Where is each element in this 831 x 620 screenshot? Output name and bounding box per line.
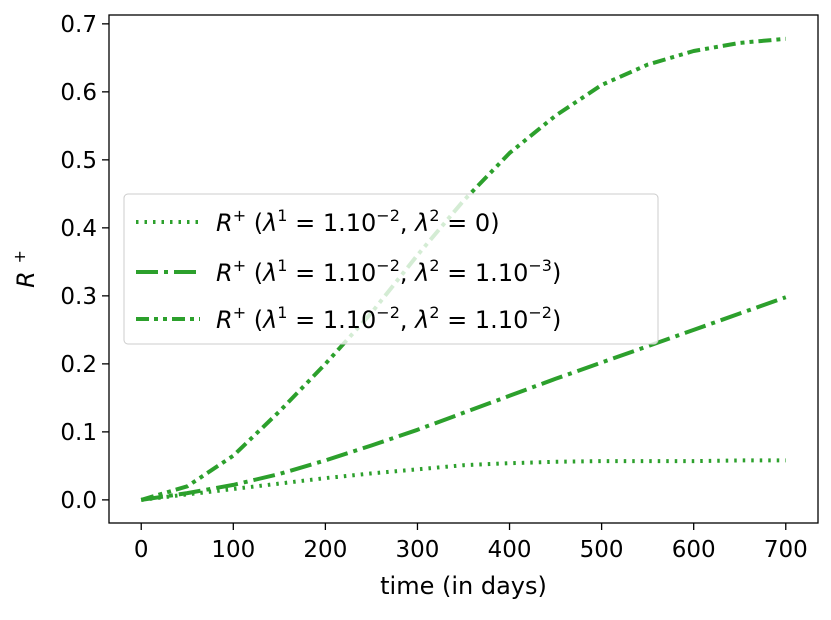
x-tick-label: 400 <box>488 537 532 563</box>
y-axis-label: R + <box>10 250 41 288</box>
series-line-1 <box>140 458 786 502</box>
y-tick-label: 0.2 <box>60 352 97 378</box>
x-tick-label: 200 <box>303 537 347 563</box>
series-layer <box>140 36 787 502</box>
legend-text-part: , <box>400 259 415 287</box>
legend-text-part: ) <box>490 209 499 237</box>
y-tick-label: 0.7 <box>60 12 97 38</box>
x-tick-label: 700 <box>764 537 808 563</box>
legend-text-part: R <box>216 306 233 334</box>
legend-text-part: ) <box>552 306 561 334</box>
legend-text-part: , <box>400 209 415 237</box>
x-tick-label: 0 <box>134 537 149 563</box>
legend-text-part: ( <box>246 306 263 334</box>
y-axis: 0.0 0.1 0.2 0.3 0.4 0.5 0.6 0.7 <box>60 12 109 514</box>
x-tick-label: 100 <box>211 537 255 563</box>
legend-text-part: = 1.10 <box>287 306 376 334</box>
x-tick-label: 500 <box>580 537 624 563</box>
legend: R+ (λ1 = 1.10−2, λ2 = 0)R+ (λ1 = 1.10−2,… <box>123 193 659 345</box>
x-tick-label: 300 <box>396 537 440 563</box>
y-tick-label: 0.1 <box>60 420 97 446</box>
x-tick-label: 600 <box>672 537 716 563</box>
legend-text-part: = 1.10 <box>440 259 529 287</box>
legend-text-part: 2 <box>429 303 439 322</box>
y-tick-label: 0.4 <box>60 216 97 242</box>
legend-text-part: λ <box>261 259 277 287</box>
legend-text-part: R <box>216 209 233 237</box>
legend-label-1: R+ (λ1 = 1.10−2, λ2 = 0) <box>216 206 500 237</box>
legend-text-part: ( <box>246 259 263 287</box>
legend-text-part: = 1.10 <box>287 209 376 237</box>
legend-text-part: , <box>400 306 415 334</box>
legend-text-part: = 0 <box>440 209 491 237</box>
legend-text-part: λ <box>261 306 277 334</box>
y-tick-label: 0.0 <box>60 488 97 514</box>
legend-label-2: R+ (λ1 = 1.10−2, λ2 = 1.10−3) <box>216 256 561 287</box>
series-line-2 <box>140 295 787 502</box>
legend-text-part: λ <box>413 259 429 287</box>
legend-text-part: = 1.10 <box>440 306 529 334</box>
x-axis: 0 100 200 300 400 500 600 700 <box>134 523 808 563</box>
legend-text-part: −2 <box>528 303 552 322</box>
legend-text-part: 1 <box>277 206 287 225</box>
legend-text-part: 2 <box>429 206 439 225</box>
legend-text-part: −3 <box>528 256 552 275</box>
y-tick-label: 0.5 <box>60 148 97 174</box>
plot-frame <box>108 14 819 524</box>
legend-text-part: −2 <box>376 206 400 225</box>
legend-text-part: −2 <box>376 256 400 275</box>
legend-text-part: = 1.10 <box>287 259 376 287</box>
legend-box <box>123 193 659 345</box>
legend-text-part: + <box>233 206 246 225</box>
y-axis-label-base: R <box>12 271 40 288</box>
legend-text-part: + <box>233 303 246 322</box>
y-tick-label: 0.3 <box>60 284 97 310</box>
legend-text-part: 1 <box>277 256 287 275</box>
y-axis-label-superscript: + <box>10 250 29 263</box>
legend-text-part: −2 <box>376 303 400 322</box>
x-axis-label: time (in days) <box>380 572 547 600</box>
legend-text-part: ( <box>246 209 263 237</box>
legend-label-3: R+ (λ1 = 1.10−2, λ2 = 1.10−2) <box>216 303 561 334</box>
legend-text-part: λ <box>413 306 429 334</box>
legend-text-part: 1 <box>277 303 287 322</box>
legend-text-part: 2 <box>429 256 439 275</box>
legend-text-part: + <box>233 256 246 275</box>
legend-text-part: λ <box>413 209 429 237</box>
legend-text-part: ) <box>552 259 561 287</box>
legend-text-part: λ <box>261 209 277 237</box>
y-tick-label: 0.6 <box>60 80 97 106</box>
legend-text-part: R <box>216 259 233 287</box>
